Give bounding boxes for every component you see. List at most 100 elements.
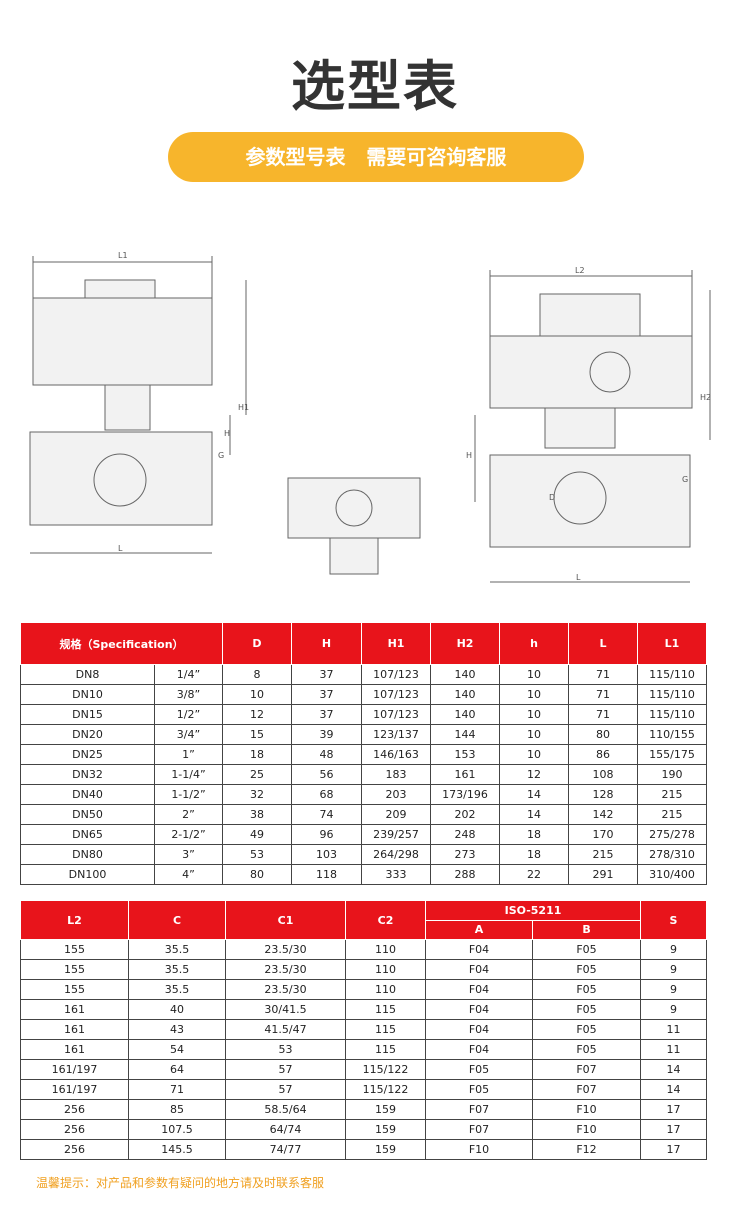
cell: 56 <box>291 764 362 785</box>
cell: 115/122 <box>345 1079 426 1100</box>
cell: DN40 <box>20 784 155 805</box>
cell: 170 <box>568 824 638 845</box>
cell: 256 <box>20 1119 129 1140</box>
cell: 215 <box>568 844 638 865</box>
cell: 110 <box>345 979 426 1000</box>
cell: 128 <box>568 784 638 805</box>
header-cell: C1 <box>225 900 346 940</box>
cell: 103 <box>291 844 362 865</box>
cell: 161 <box>20 1039 129 1060</box>
dim-label: L <box>576 573 581 582</box>
cell: DN32 <box>20 764 155 785</box>
cell: 10 <box>499 744 569 765</box>
cell: 202 <box>430 804 500 825</box>
cell: 275/278 <box>637 824 707 845</box>
cell: 140 <box>430 684 500 705</box>
cell: 183 <box>361 764 431 785</box>
cell: 71 <box>568 664 638 685</box>
dim-label: G <box>218 451 224 460</box>
dim-label: H <box>466 451 472 460</box>
cell: DN25 <box>20 744 155 765</box>
cell: 68 <box>291 784 362 805</box>
cell: 144 <box>430 724 500 745</box>
cell: 110 <box>345 939 426 960</box>
cell: DN80 <box>20 844 155 865</box>
cell: 37 <box>291 684 362 705</box>
cell: 18 <box>499 844 569 865</box>
cell: 11 <box>640 1019 708 1040</box>
cell: F05 <box>425 1079 533 1100</box>
cell: 30/41.5 <box>225 999 346 1020</box>
header-cell: L <box>568 622 638 665</box>
cell: 288 <box>430 864 500 885</box>
cell: F04 <box>425 999 533 1020</box>
cell: 18 <box>222 744 292 765</box>
cell: 8 <box>222 664 292 685</box>
cell: 155 <box>20 939 129 960</box>
cell: 161 <box>430 764 500 785</box>
header-cell: L2 <box>20 900 129 940</box>
cell: 23.5/30 <box>225 959 346 980</box>
cell: 74 <box>291 804 362 825</box>
cell: 10 <box>499 704 569 725</box>
cell: 142 <box>568 804 638 825</box>
cell: F05 <box>531 999 642 1020</box>
cell: F04 <box>425 939 533 960</box>
cell: 155 <box>20 979 129 1000</box>
cell: 23.5/30 <box>225 979 346 1000</box>
cell: 10 <box>499 724 569 745</box>
cell: 159 <box>345 1119 426 1140</box>
cell: F05 <box>531 979 642 1000</box>
cell: 115 <box>345 1019 426 1040</box>
cell: 43 <box>128 1019 226 1040</box>
cell: DN65 <box>20 824 155 845</box>
cell: 161/197 <box>20 1079 129 1100</box>
cell: 333 <box>361 864 431 885</box>
cell: 9 <box>640 939 708 960</box>
cell: F10 <box>425 1139 533 1160</box>
cell: 1/2” <box>154 704 223 725</box>
header-cell: S <box>640 900 708 940</box>
dim-label: H <box>224 429 230 438</box>
cell: 140 <box>430 664 500 685</box>
cell: F05 <box>531 1019 642 1040</box>
cell: 57 <box>225 1079 346 1100</box>
cell: 49 <box>222 824 292 845</box>
cell: 10 <box>499 664 569 685</box>
cell: DN20 <box>20 724 155 745</box>
cell: 10 <box>499 684 569 705</box>
cell: 145.5 <box>128 1139 226 1160</box>
cell: 37 <box>291 704 362 725</box>
cell: 159 <box>345 1139 426 1160</box>
cell: 108 <box>568 764 638 785</box>
cell: 209 <box>361 804 431 825</box>
cell: 40 <box>128 999 226 1020</box>
cell: 17 <box>640 1119 708 1140</box>
cell: 11 <box>640 1039 708 1060</box>
cell: 155 <box>20 959 129 980</box>
cell: 32 <box>222 784 292 805</box>
cell: 14 <box>499 784 569 805</box>
header-cell: D <box>222 622 292 665</box>
cell: 17 <box>640 1139 708 1160</box>
dim-label: L1 <box>118 251 128 260</box>
cell: F07 <box>531 1079 642 1100</box>
cell: 161 <box>20 999 129 1020</box>
cell: 2” <box>154 804 223 825</box>
cell: 25 <box>222 764 292 785</box>
cell: F04 <box>425 1039 533 1060</box>
dim-label: H2 <box>700 393 711 402</box>
header-cell: 规格（Specification） <box>20 622 223 665</box>
cell: 2-1/2” <box>154 824 223 845</box>
cell: 146/163 <box>361 744 431 765</box>
cell: 53 <box>225 1039 346 1060</box>
cell: 9 <box>640 999 708 1020</box>
cell: 71 <box>568 704 638 725</box>
header-cell: H <box>291 622 362 665</box>
cell: 115/110 <box>637 704 707 725</box>
cell: F07 <box>531 1059 642 1080</box>
cell: 161 <box>20 1019 129 1040</box>
header-cell: C2 <box>345 900 426 940</box>
cell: 140 <box>430 704 500 725</box>
